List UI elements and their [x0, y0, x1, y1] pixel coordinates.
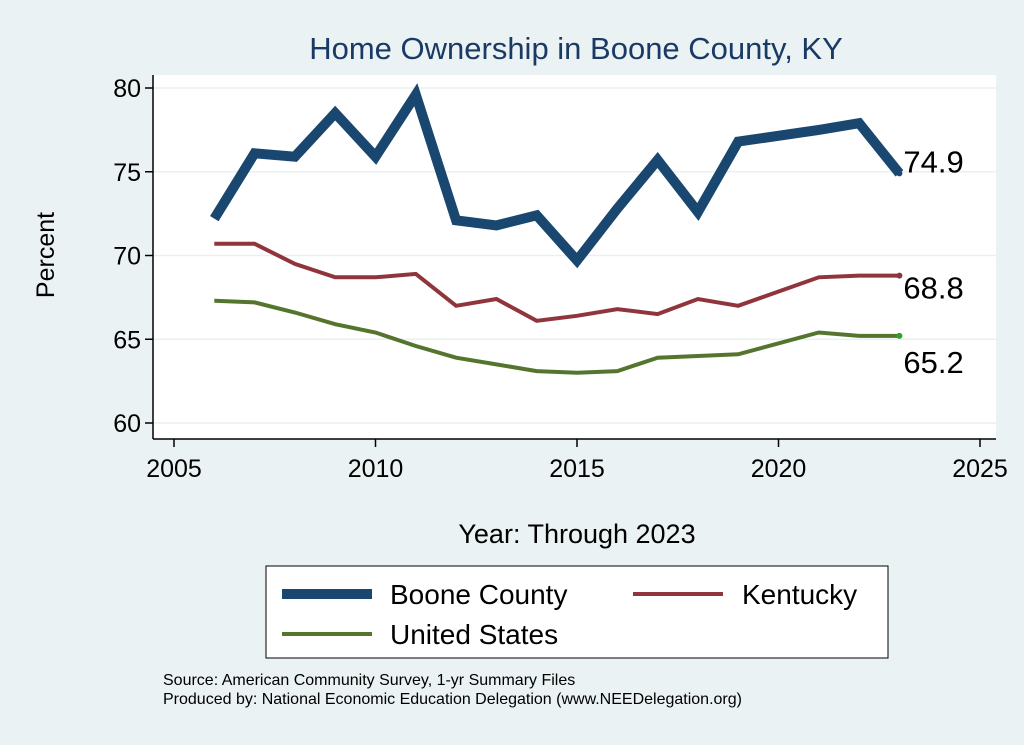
- x-axis-label: Year: Through 2023: [458, 519, 695, 549]
- legend: Boone County Kentucky United States: [265, 565, 889, 659]
- x-tick-label: 2005: [146, 455, 202, 483]
- series-end-point: [896, 332, 903, 339]
- y-tick-label: 70: [113, 243, 141, 271]
- y-tick-label: 60: [113, 410, 141, 438]
- end-value-label: 65.2: [903, 345, 963, 380]
- end-value-label: 68.8: [903, 271, 963, 306]
- x-tick-label: 2020: [751, 455, 807, 483]
- chart-title: Home Ownership in Boone County, KY: [309, 31, 843, 66]
- x-tick-label: 2010: [348, 455, 404, 483]
- x-tick-label: 2025: [952, 455, 1008, 483]
- end-value-label: 74.9: [903, 144, 963, 179]
- y-tick-label: 75: [113, 159, 141, 187]
- legend-label: Boone County: [390, 579, 567, 610]
- series-end-point: [896, 170, 903, 177]
- y-tick-label: 80: [113, 75, 141, 103]
- legend-box: [265, 565, 889, 659]
- y-tick-label: 65: [113, 326, 141, 354]
- series-end-point: [896, 272, 903, 279]
- legend-label: United States: [390, 619, 558, 650]
- producer-note: Produced by: National Economic Education…: [163, 691, 742, 708]
- series-line-boone-county: [210, 83, 904, 269]
- source-note: Source: American Community Survey, 1-yr …: [163, 672, 576, 689]
- series-line-kentucky: [214, 241, 900, 323]
- legend-label: Kentucky: [742, 579, 857, 610]
- x-tick-label: 2015: [549, 455, 605, 483]
- y-axis-label: Percent: [32, 212, 60, 298]
- series-line-united-states: [214, 298, 900, 375]
